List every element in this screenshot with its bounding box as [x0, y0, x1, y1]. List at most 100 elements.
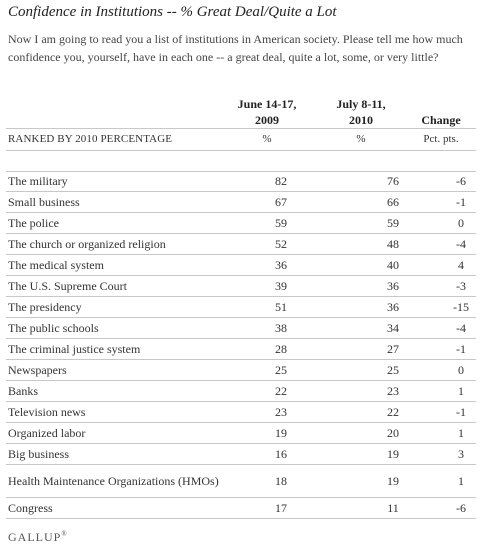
table-body: The military 82 76 -6 Small business 67 66 -1 Th…: [6, 171, 476, 519]
value-2010: 36: [352, 275, 446, 297]
value-2010: 48: [352, 233, 446, 255]
column-header-2010-dates: July 8-11,: [336, 97, 386, 111]
unit-2010: %: [356, 133, 366, 145]
value-change: 3: [446, 443, 476, 465]
value-change: -1: [446, 191, 476, 213]
value-2010: 19: [352, 443, 446, 465]
value-change: 0: [446, 359, 476, 381]
unit-2009: %: [262, 133, 272, 145]
table-row: Congress 17 11 -6: [6, 497, 476, 519]
table-row: The public schools 38 34 -4: [6, 317, 476, 339]
table-row: The police 59 59 0: [6, 212, 476, 234]
value-2009: 39: [234, 275, 352, 297]
value-2010: 22: [352, 401, 446, 423]
value-2009: 67: [234, 191, 352, 213]
institution-name: The presidency: [6, 296, 234, 318]
institution-name: Newspapers: [6, 359, 234, 381]
value-change: 1: [446, 422, 476, 444]
table-row: Television news 23 22 -1: [6, 401, 476, 423]
table-row: The church or organized religion 52 48 -4: [6, 233, 476, 255]
institution-name: The church or organized religion: [6, 233, 234, 255]
column-header-2009-year: 2009: [255, 113, 279, 127]
value-2010: 23: [352, 380, 446, 402]
institution-name: Health Maintenance Organizations (HMOs): [6, 464, 234, 498]
value-change: -4: [446, 317, 476, 339]
chart-title: Confidence in Institutions -- % Great De…: [8, 4, 337, 20]
table-row: The criminal justice system 28 27 -1: [6, 338, 476, 360]
value-2010: 11: [352, 497, 446, 519]
logo-text: GALLUP: [8, 530, 62, 544]
survey-question: Now I am going to read you a list of ins…: [8, 32, 463, 64]
value-2009: 16: [234, 443, 352, 465]
institution-name: Banks: [6, 380, 234, 402]
value-change: 1: [446, 380, 476, 402]
table-row: The U.S. Supreme Court 39 36 -3: [6, 275, 476, 297]
value-change: 4: [446, 254, 476, 276]
value-2010: 59: [352, 212, 446, 234]
value-2009: 59: [234, 212, 352, 234]
value-2010: 36: [352, 296, 446, 318]
table-row: Small business 67 66 -1: [6, 191, 476, 213]
value-2009: 82: [234, 171, 352, 192]
value-change: 0: [446, 212, 476, 234]
value-change: -6: [446, 171, 476, 192]
column-header-2010-year: 2010: [349, 113, 373, 127]
value-2010: 20: [352, 422, 446, 444]
value-2009: 17: [234, 497, 352, 519]
units-row: RANKED BY 2010 PERCENTAGE % % Pct. pts.: [6, 128, 476, 151]
value-change: -3: [446, 275, 476, 297]
institution-name: The military: [6, 171, 234, 192]
value-2009: 51: [234, 296, 352, 318]
value-2009: 22: [234, 380, 352, 402]
institution-name: Small business: [6, 191, 234, 213]
table-row: Big business 16 19 3: [6, 443, 476, 465]
value-2010: 76: [352, 171, 446, 192]
table-row: Organized labor 19 20 1: [6, 422, 476, 444]
table-row: The presidency 51 36 -15: [6, 296, 476, 318]
table-row: Health Maintenance Organizations (HMOs) 1…: [6, 464, 476, 498]
column-header-2010: July 8-11, 2010: [326, 96, 396, 128]
institution-name: The public schools: [6, 317, 234, 339]
table-row: The medical system 36 40 4: [6, 254, 476, 276]
value-change: -1: [446, 401, 476, 423]
unit-change: Pct. pts.: [423, 133, 459, 145]
institution-name: Big business: [6, 443, 234, 465]
value-2010: 27: [352, 338, 446, 360]
value-2010: 34: [352, 317, 446, 339]
column-header-2009: June 14-17, 2009: [232, 96, 302, 128]
value-2010: 19: [352, 464, 446, 498]
value-2009: 25: [234, 359, 352, 381]
institution-name: The criminal justice system: [6, 338, 234, 360]
value-2009: 28: [234, 338, 352, 360]
table-row: Banks 22 23 1: [6, 380, 476, 402]
value-2010: 40: [352, 254, 446, 276]
institution-name: Organized labor: [6, 422, 234, 444]
value-change: 1: [446, 464, 476, 498]
value-2010: 66: [352, 191, 446, 213]
institutions-table: The military 82 76 -6 Small business 67 66 -1 Th…: [6, 171, 476, 519]
value-2009: 18: [234, 464, 352, 498]
value-change: -6: [446, 497, 476, 519]
value-2009: 23: [234, 401, 352, 423]
value-change: -1: [446, 338, 476, 360]
value-2009: 38: [234, 317, 352, 339]
institution-name: Television news: [6, 401, 234, 423]
institution-name: The police: [6, 212, 234, 234]
value-2010: 25: [352, 359, 446, 381]
institution-name: Congress: [6, 497, 234, 519]
column-header-2009-dates: June 14-17,: [237, 97, 297, 111]
value-change: -15: [446, 296, 476, 318]
table-row: Newspapers 25 25 0: [6, 359, 476, 381]
institution-name: The medical system: [6, 254, 234, 276]
value-change: -4: [446, 233, 476, 255]
ranking-note: RANKED BY 2010 PERCENTAGE: [8, 133, 173, 145]
institution-name: The U.S. Supreme Court: [6, 275, 234, 297]
value-2009: 52: [234, 233, 352, 255]
column-header-change: Change: [421, 113, 461, 127]
value-2009: 36: [234, 254, 352, 276]
gallup-logo: GALLUP®: [8, 530, 67, 545]
trademark-symbol: ®: [61, 530, 67, 538]
value-2009: 19: [234, 422, 352, 444]
table-row: The military 82 76 -6: [6, 171, 476, 192]
spacer-row: [6, 150, 476, 172]
